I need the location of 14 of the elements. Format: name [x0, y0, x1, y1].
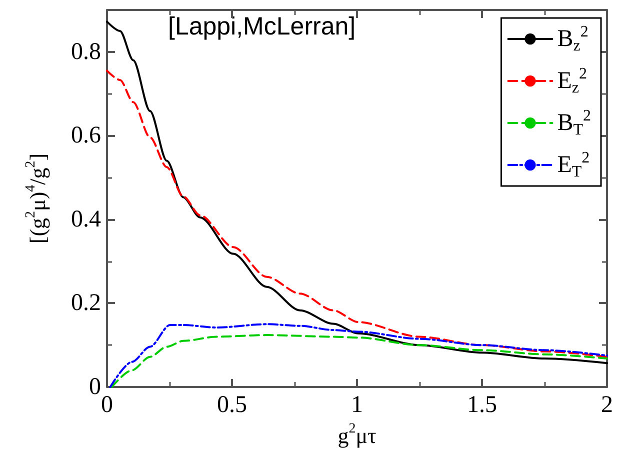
x-tick-label: 2 — [601, 392, 613, 418]
line-series — [109, 323, 608, 388]
line-series — [106, 70, 608, 358]
y-tick-label: 0.4 — [71, 206, 101, 232]
y-axis-title: [(g2μ)4/g2] — [24, 153, 50, 244]
y-tick-label: 0 — [89, 374, 101, 400]
line-series — [110, 334, 608, 388]
x-tick-label: 1 — [351, 392, 363, 418]
x-tick-label: 1.5 — [467, 392, 497, 418]
x-tick-label: 0.5 — [217, 392, 247, 418]
y-tick-label: 0.8 — [71, 38, 101, 65]
y-tick-label: 0.2 — [71, 290, 101, 316]
y-tick-label: 0.6 — [71, 122, 101, 149]
annotation: [Lappi,McLerran] — [168, 12, 356, 40]
